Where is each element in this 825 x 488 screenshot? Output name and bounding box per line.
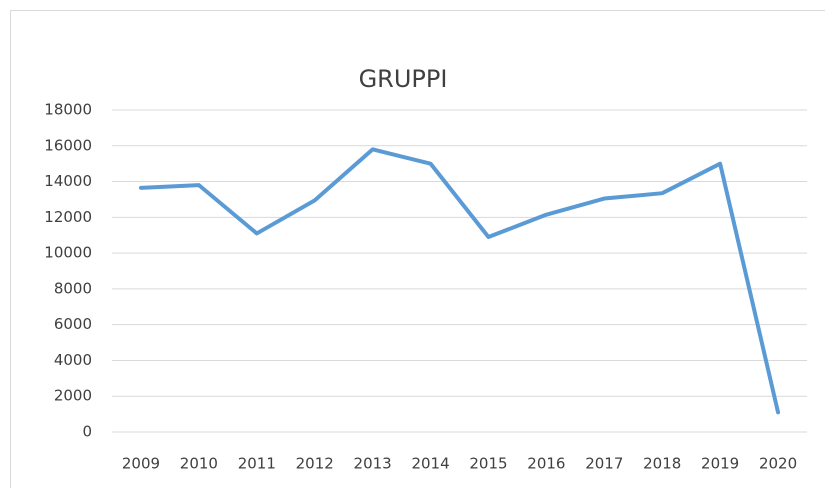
y-tick-label: 6000	[54, 315, 92, 333]
x-tick-label: 2015	[469, 455, 507, 473]
x-tick-label: 2017	[585, 455, 623, 473]
y-tick-label: 2000	[54, 387, 92, 405]
y-tick-label: 18000	[44, 101, 92, 119]
x-tick-label: 2009	[122, 455, 160, 473]
x-tick-label: 2019	[701, 455, 739, 473]
x-tick-label: 2011	[238, 455, 276, 473]
y-tick-label: 16000	[44, 136, 92, 154]
y-tick-label: 8000	[54, 279, 92, 297]
x-tick-label: 2016	[527, 455, 565, 473]
x-tick-label: 2010	[180, 455, 218, 473]
x-tick-label: 2013	[354, 455, 392, 473]
data-line	[138, 147, 781, 415]
y-tick-label: 12000	[44, 208, 92, 226]
y-tick-label: 14000	[44, 172, 92, 190]
x-tick-label: 2018	[643, 455, 681, 473]
chart-title: GRUPPI	[359, 65, 448, 93]
x-tick-label: 2014	[411, 455, 449, 473]
y-tick-label: 0	[82, 423, 92, 441]
y-tick-label: 4000	[54, 351, 92, 369]
chart-frame	[10, 10, 825, 488]
x-tick-label: 2012	[296, 455, 334, 473]
x-tick-label: 2020	[759, 455, 797, 473]
y-tick-label: 10000	[44, 244, 92, 262]
